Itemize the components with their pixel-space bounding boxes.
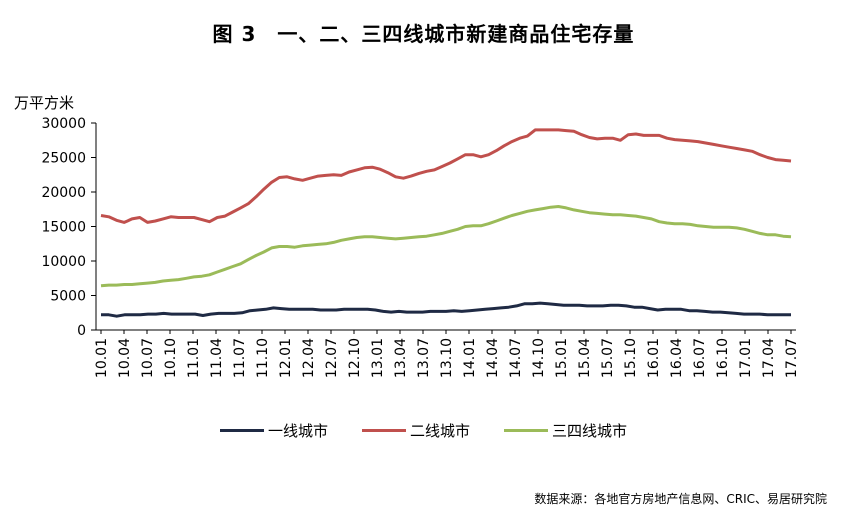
- x-tick-label: 12.04: [301, 338, 317, 378]
- legend-swatch-tier1: [219, 429, 264, 432]
- y-tick-label: 30000: [41, 116, 86, 132]
- x-tick-label: 14.07: [508, 338, 524, 378]
- x-tick-label: 10.10: [163, 338, 179, 378]
- x-tick-label: 13.04: [393, 338, 409, 378]
- x-tick-label: 11.04: [209, 338, 225, 378]
- x-tick-label: 11.10: [255, 338, 271, 378]
- series-line-0: [101, 301, 791, 318]
- legend-label-tier2: 二线城市: [409, 422, 470, 440]
- series-line-2: [100, 205, 792, 288]
- x-tick-label: 14.04: [485, 338, 501, 378]
- y-tick-label: 25000: [41, 151, 86, 167]
- x-tick-label: 14.01: [462, 338, 478, 378]
- x-tick-label: 16.07: [692, 338, 708, 378]
- legend: 一线城市 二线城市 三四线城市: [0, 420, 847, 441]
- legend-item-tier1: 一线城市: [219, 420, 328, 441]
- y-tick-label: 15000: [41, 220, 86, 236]
- x-tick-label: 10.04: [117, 338, 133, 378]
- x-tick-label: 15.04: [577, 338, 593, 378]
- x-tick-label: 15.01: [554, 338, 570, 378]
- legend-item-tier2: 二线城市: [361, 420, 470, 441]
- legend-label-tier1: 一线城市: [267, 422, 328, 440]
- axes: 0 5000 10000 15000 20000 25000 30000 10.01 10.04…: [41, 116, 800, 378]
- x-tick-label: 15.10: [623, 338, 639, 378]
- y-tick-label: 10000: [41, 254, 86, 270]
- x-tick-label: 11.07: [232, 338, 248, 378]
- y-axis-unit-label: 万平方米: [14, 94, 75, 112]
- x-tick-label: 12.07: [324, 338, 340, 378]
- x-tick-label: 16.04: [669, 338, 685, 378]
- series-line-1: [100, 128, 792, 224]
- x-tick-label: 16.01: [646, 338, 662, 378]
- legend-item-tier34: 三四线城市: [504, 420, 627, 441]
- x-tick-label: 17.01: [738, 338, 754, 378]
- y-tick-label: 0: [77, 323, 86, 339]
- x-tick-label: 10.07: [140, 338, 156, 378]
- x-tick-label: 13.10: [439, 338, 455, 378]
- x-tick-label: 12.10: [347, 338, 363, 378]
- y-tick-label: 20000: [41, 185, 86, 201]
- x-tick-label: 14.10: [531, 338, 547, 378]
- x-tick-label: 17.04: [761, 338, 777, 378]
- legend-swatch-tier2: [361, 429, 406, 432]
- x-tick-label: 11.01: [186, 338, 202, 378]
- chart-title: 图 3 一、二、三四线城市新建商品住宅存量: [212, 22, 635, 46]
- x-tick-label: 13.07: [416, 338, 432, 378]
- series-lines: [100, 128, 792, 318]
- data-source-note: 数据来源：各地官方房地产信息网、CRIC、易居研究院: [534, 492, 827, 506]
- x-tick-label: 12.01: [278, 338, 294, 378]
- legend-swatch-tier34: [504, 429, 548, 432]
- x-tick-label: 13.01: [370, 338, 386, 378]
- y-tick-label: 5000: [50, 289, 86, 305]
- x-tick-label: 17.07: [784, 338, 800, 378]
- x-tick-label: 10.01: [94, 338, 110, 378]
- x-tick-label: 15.07: [600, 338, 616, 378]
- x-tick-label: 16.10: [715, 338, 731, 378]
- legend-label-tier34: 三四线城市: [552, 422, 628, 440]
